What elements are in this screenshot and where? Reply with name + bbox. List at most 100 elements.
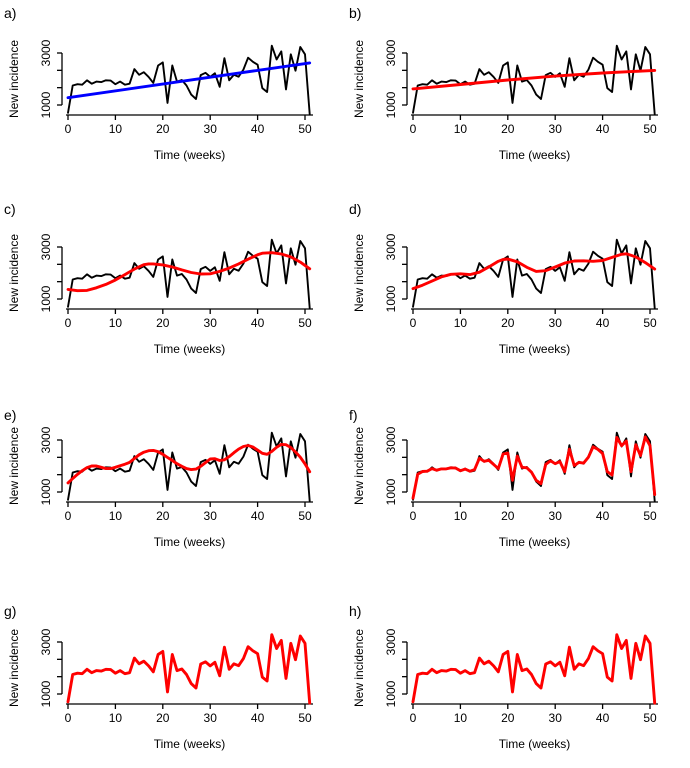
svg-text:40: 40 bbox=[596, 122, 610, 136]
svg-text:1000: 1000 bbox=[39, 680, 53, 707]
svg-text:50: 50 bbox=[643, 122, 657, 136]
svg-text:Time (weeks): Time (weeks) bbox=[499, 535, 571, 549]
chart-b: 0 10 20 30 40 50 Time (weeks) 1000 3000 New incid… bbox=[352, 39, 658, 162]
svg-text:50: 50 bbox=[298, 509, 312, 523]
svg-text:3000: 3000 bbox=[384, 233, 398, 260]
svg-text:10: 10 bbox=[109, 509, 123, 523]
svg-text:0: 0 bbox=[65, 711, 72, 725]
panel-label-c: c) bbox=[4, 201, 16, 217]
svg-text:3000: 3000 bbox=[39, 39, 53, 66]
svg-text:10: 10 bbox=[109, 711, 123, 725]
chart-c: 0 10 20 30 40 50 Time (weeks) 1000 3000 New incid… bbox=[7, 233, 313, 356]
svg-text:3000: 3000 bbox=[39, 233, 53, 260]
svg-text:3000: 3000 bbox=[384, 628, 398, 655]
svg-text:New incidence: New incidence bbox=[7, 427, 21, 505]
panel-b: b) 0 10 20 30 40 50 Time (weeks) 1000 3000 New in… bbox=[345, 0, 690, 192]
svg-text:10: 10 bbox=[454, 122, 468, 136]
svg-text:20: 20 bbox=[501, 316, 515, 330]
svg-text:20: 20 bbox=[501, 509, 515, 523]
svg-text:New incidence: New incidence bbox=[352, 234, 366, 312]
svg-text:3000: 3000 bbox=[384, 39, 398, 66]
svg-text:30: 30 bbox=[549, 711, 563, 725]
svg-text:40: 40 bbox=[251, 509, 265, 523]
chart-f: 0 10 20 30 40 50 Time (weeks) 1000 3000 New incid… bbox=[352, 426, 658, 549]
svg-text:0: 0 bbox=[410, 122, 417, 136]
svg-text:30: 30 bbox=[204, 509, 218, 523]
svg-text:20: 20 bbox=[156, 509, 170, 523]
svg-text:3000: 3000 bbox=[39, 628, 53, 655]
svg-text:Time (weeks): Time (weeks) bbox=[499, 342, 571, 356]
svg-text:New incidence: New incidence bbox=[7, 629, 21, 707]
svg-text:40: 40 bbox=[251, 122, 265, 136]
panel-d: d) 0 10 20 30 40 50 Time (weeks) 1000 3000 New in… bbox=[345, 192, 690, 384]
svg-text:10: 10 bbox=[109, 316, 123, 330]
svg-text:3000: 3000 bbox=[384, 426, 398, 453]
panel-label-f: f) bbox=[349, 407, 358, 423]
panel-label-b: b) bbox=[349, 5, 362, 21]
svg-text:1000: 1000 bbox=[384, 91, 398, 118]
svg-text:50: 50 bbox=[643, 509, 657, 523]
svg-text:30: 30 bbox=[204, 122, 218, 136]
svg-text:10: 10 bbox=[454, 316, 468, 330]
svg-text:0: 0 bbox=[410, 316, 417, 330]
svg-text:0: 0 bbox=[410, 711, 417, 725]
svg-text:Time (weeks): Time (weeks) bbox=[154, 342, 226, 356]
svg-text:New incidence: New incidence bbox=[7, 234, 21, 312]
chart-d: 0 10 20 30 40 50 Time (weeks) 1000 3000 New incid… bbox=[352, 233, 658, 356]
svg-text:40: 40 bbox=[596, 711, 610, 725]
svg-text:50: 50 bbox=[298, 122, 312, 136]
svg-text:0: 0 bbox=[410, 509, 417, 523]
panel-f: f) 0 10 20 30 40 50 Time (weeks) 1000 3000 New in… bbox=[345, 384, 690, 576]
svg-text:1000: 1000 bbox=[384, 680, 398, 707]
svg-text:10: 10 bbox=[454, 711, 468, 725]
svg-text:30: 30 bbox=[549, 122, 563, 136]
svg-text:20: 20 bbox=[156, 711, 170, 725]
svg-text:20: 20 bbox=[156, 122, 170, 136]
svg-text:30: 30 bbox=[549, 316, 563, 330]
svg-text:Time (weeks): Time (weeks) bbox=[154, 737, 226, 751]
panel-c: c) 0 10 20 30 40 50 Time (weeks) 1000 3000 New in… bbox=[0, 192, 345, 384]
panel-e: e) 0 10 20 30 40 50 Time (weeks) 1000 3000 New in… bbox=[0, 384, 345, 576]
svg-text:New incidence: New incidence bbox=[352, 40, 366, 118]
svg-text:40: 40 bbox=[251, 711, 265, 725]
svg-text:20: 20 bbox=[501, 711, 515, 725]
svg-text:30: 30 bbox=[204, 711, 218, 725]
panel-label-a: a) bbox=[4, 5, 17, 21]
panel-a: a) 0 10 20 30 40 50 Time (weeks) 1000 3000 New in… bbox=[0, 0, 345, 192]
svg-text:20: 20 bbox=[501, 122, 515, 136]
svg-text:0: 0 bbox=[65, 122, 72, 136]
panel-label-d: d) bbox=[349, 201, 362, 217]
svg-text:10: 10 bbox=[454, 509, 468, 523]
panel-label-h: h) bbox=[349, 603, 362, 619]
svg-text:Time (weeks): Time (weeks) bbox=[154, 148, 226, 162]
svg-text:50: 50 bbox=[298, 711, 312, 725]
svg-text:New incidence: New incidence bbox=[7, 40, 21, 118]
chart-a: 0 10 20 30 40 50 Time (weeks) 1000 3000 New incid… bbox=[7, 39, 313, 162]
svg-text:1000: 1000 bbox=[39, 285, 53, 312]
chart-h: 0 10 20 30 40 50 Time (weeks) 1000 3000 New incid… bbox=[352, 628, 658, 751]
svg-text:50: 50 bbox=[643, 711, 657, 725]
svg-text:1000: 1000 bbox=[384, 285, 398, 312]
panel-label-g: g) bbox=[4, 603, 17, 619]
panel-g: g) 0 10 20 30 40 50 Time (weeks) 1000 3000 New in… bbox=[0, 576, 345, 768]
svg-text:50: 50 bbox=[643, 316, 657, 330]
svg-text:40: 40 bbox=[596, 316, 610, 330]
svg-text:1000: 1000 bbox=[39, 91, 53, 118]
svg-text:10: 10 bbox=[109, 122, 123, 136]
chart-e: 0 10 20 30 40 50 Time (weeks) 1000 3000 New incid… bbox=[7, 426, 313, 549]
svg-text:1000: 1000 bbox=[39, 478, 53, 505]
svg-text:0: 0 bbox=[65, 316, 72, 330]
svg-text:50: 50 bbox=[298, 316, 312, 330]
svg-text:30: 30 bbox=[549, 509, 563, 523]
svg-text:1000: 1000 bbox=[384, 478, 398, 505]
svg-text:0: 0 bbox=[65, 509, 72, 523]
svg-text:New incidence: New incidence bbox=[352, 427, 366, 505]
svg-text:20: 20 bbox=[156, 316, 170, 330]
svg-text:Time (weeks): Time (weeks) bbox=[154, 535, 226, 549]
svg-text:40: 40 bbox=[596, 509, 610, 523]
chart-g: 0 10 20 30 40 50 Time (weeks) 1000 3000 New incid… bbox=[7, 628, 313, 751]
svg-text:Time (weeks): Time (weeks) bbox=[499, 737, 571, 751]
svg-text:Time (weeks): Time (weeks) bbox=[499, 148, 571, 162]
svg-text:40: 40 bbox=[251, 316, 265, 330]
